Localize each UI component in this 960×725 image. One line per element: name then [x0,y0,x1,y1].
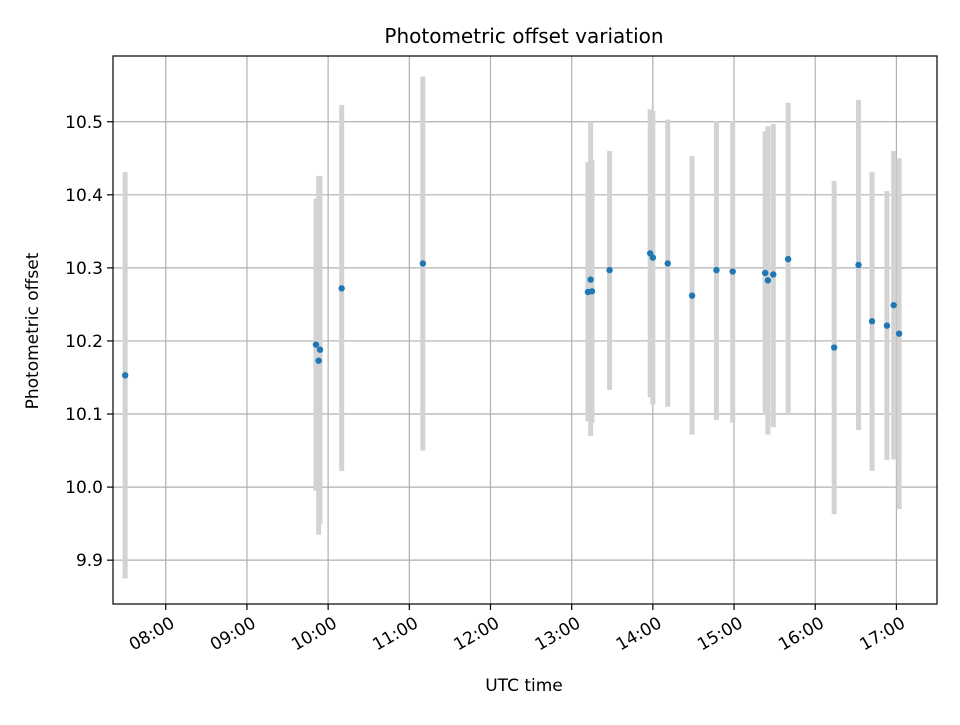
data-point [784,255,792,263]
data-point [606,266,613,274]
data-point [770,271,777,278]
data-point [312,341,320,348]
data-point [830,344,838,351]
y-tick-label: 10.4 [65,186,103,206]
y-tick-label: 10.5 [65,113,103,133]
data-point [649,254,657,261]
data-point [895,330,903,337]
y-tick-label: 10.3 [65,259,103,279]
data-point [729,268,736,275]
chart-title: Photometric offset variation [384,24,663,48]
data-point [713,266,720,274]
y-tick-label: 10.2 [65,332,103,352]
data-point [855,261,862,269]
data-point [316,346,324,353]
data-point [664,260,671,267]
data-point [587,276,594,283]
x-axis-label: UTC time [485,676,563,696]
plot-frame [112,55,938,605]
data-point [121,372,129,379]
data-point [764,277,772,284]
grid-layer [113,56,937,604]
data-point [868,318,876,325]
data-point [419,260,427,267]
point-layer [121,250,903,379]
y-tick-label: 10.0 [65,478,103,498]
data-point [338,285,345,292]
data-point [890,301,897,309]
y-tick-label: 9.9 [76,551,103,571]
data-point [315,357,322,364]
data-point [588,288,596,295]
data-point [761,269,769,277]
y-axis-label: Photometric offset [23,252,43,409]
data-point [883,322,891,329]
data-point [688,292,696,299]
y-tick-label: 10.1 [65,405,103,425]
